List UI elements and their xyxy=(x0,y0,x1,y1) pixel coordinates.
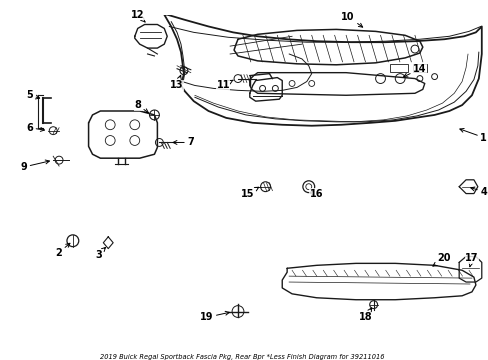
Text: 14: 14 xyxy=(403,64,426,77)
Text: 2: 2 xyxy=(56,243,70,257)
Text: 2019 Buick Regal Sportback Fascia Pkg, Rear Bpr *Less Finish Diagram for 3921101: 2019 Buick Regal Sportback Fascia Pkg, R… xyxy=(100,354,384,360)
Text: 6: 6 xyxy=(26,123,44,133)
Text: 3: 3 xyxy=(95,247,105,260)
Bar xyxy=(412,64,426,72)
Text: 4: 4 xyxy=(470,186,486,197)
Text: 17: 17 xyxy=(464,253,478,267)
Text: 12: 12 xyxy=(131,10,145,22)
Text: 19: 19 xyxy=(200,311,229,323)
Text: 5: 5 xyxy=(26,90,40,100)
Text: 15: 15 xyxy=(241,187,258,199)
Text: 7: 7 xyxy=(173,138,194,148)
Text: 18: 18 xyxy=(358,308,372,323)
Text: 16: 16 xyxy=(309,189,323,199)
Text: 8: 8 xyxy=(134,100,148,113)
Bar xyxy=(389,64,407,72)
Text: 11: 11 xyxy=(216,80,233,90)
Text: 9: 9 xyxy=(20,160,49,172)
Text: 10: 10 xyxy=(341,12,362,27)
Text: 20: 20 xyxy=(432,253,450,266)
Text: 1: 1 xyxy=(459,129,486,143)
Text: 13: 13 xyxy=(170,75,183,90)
